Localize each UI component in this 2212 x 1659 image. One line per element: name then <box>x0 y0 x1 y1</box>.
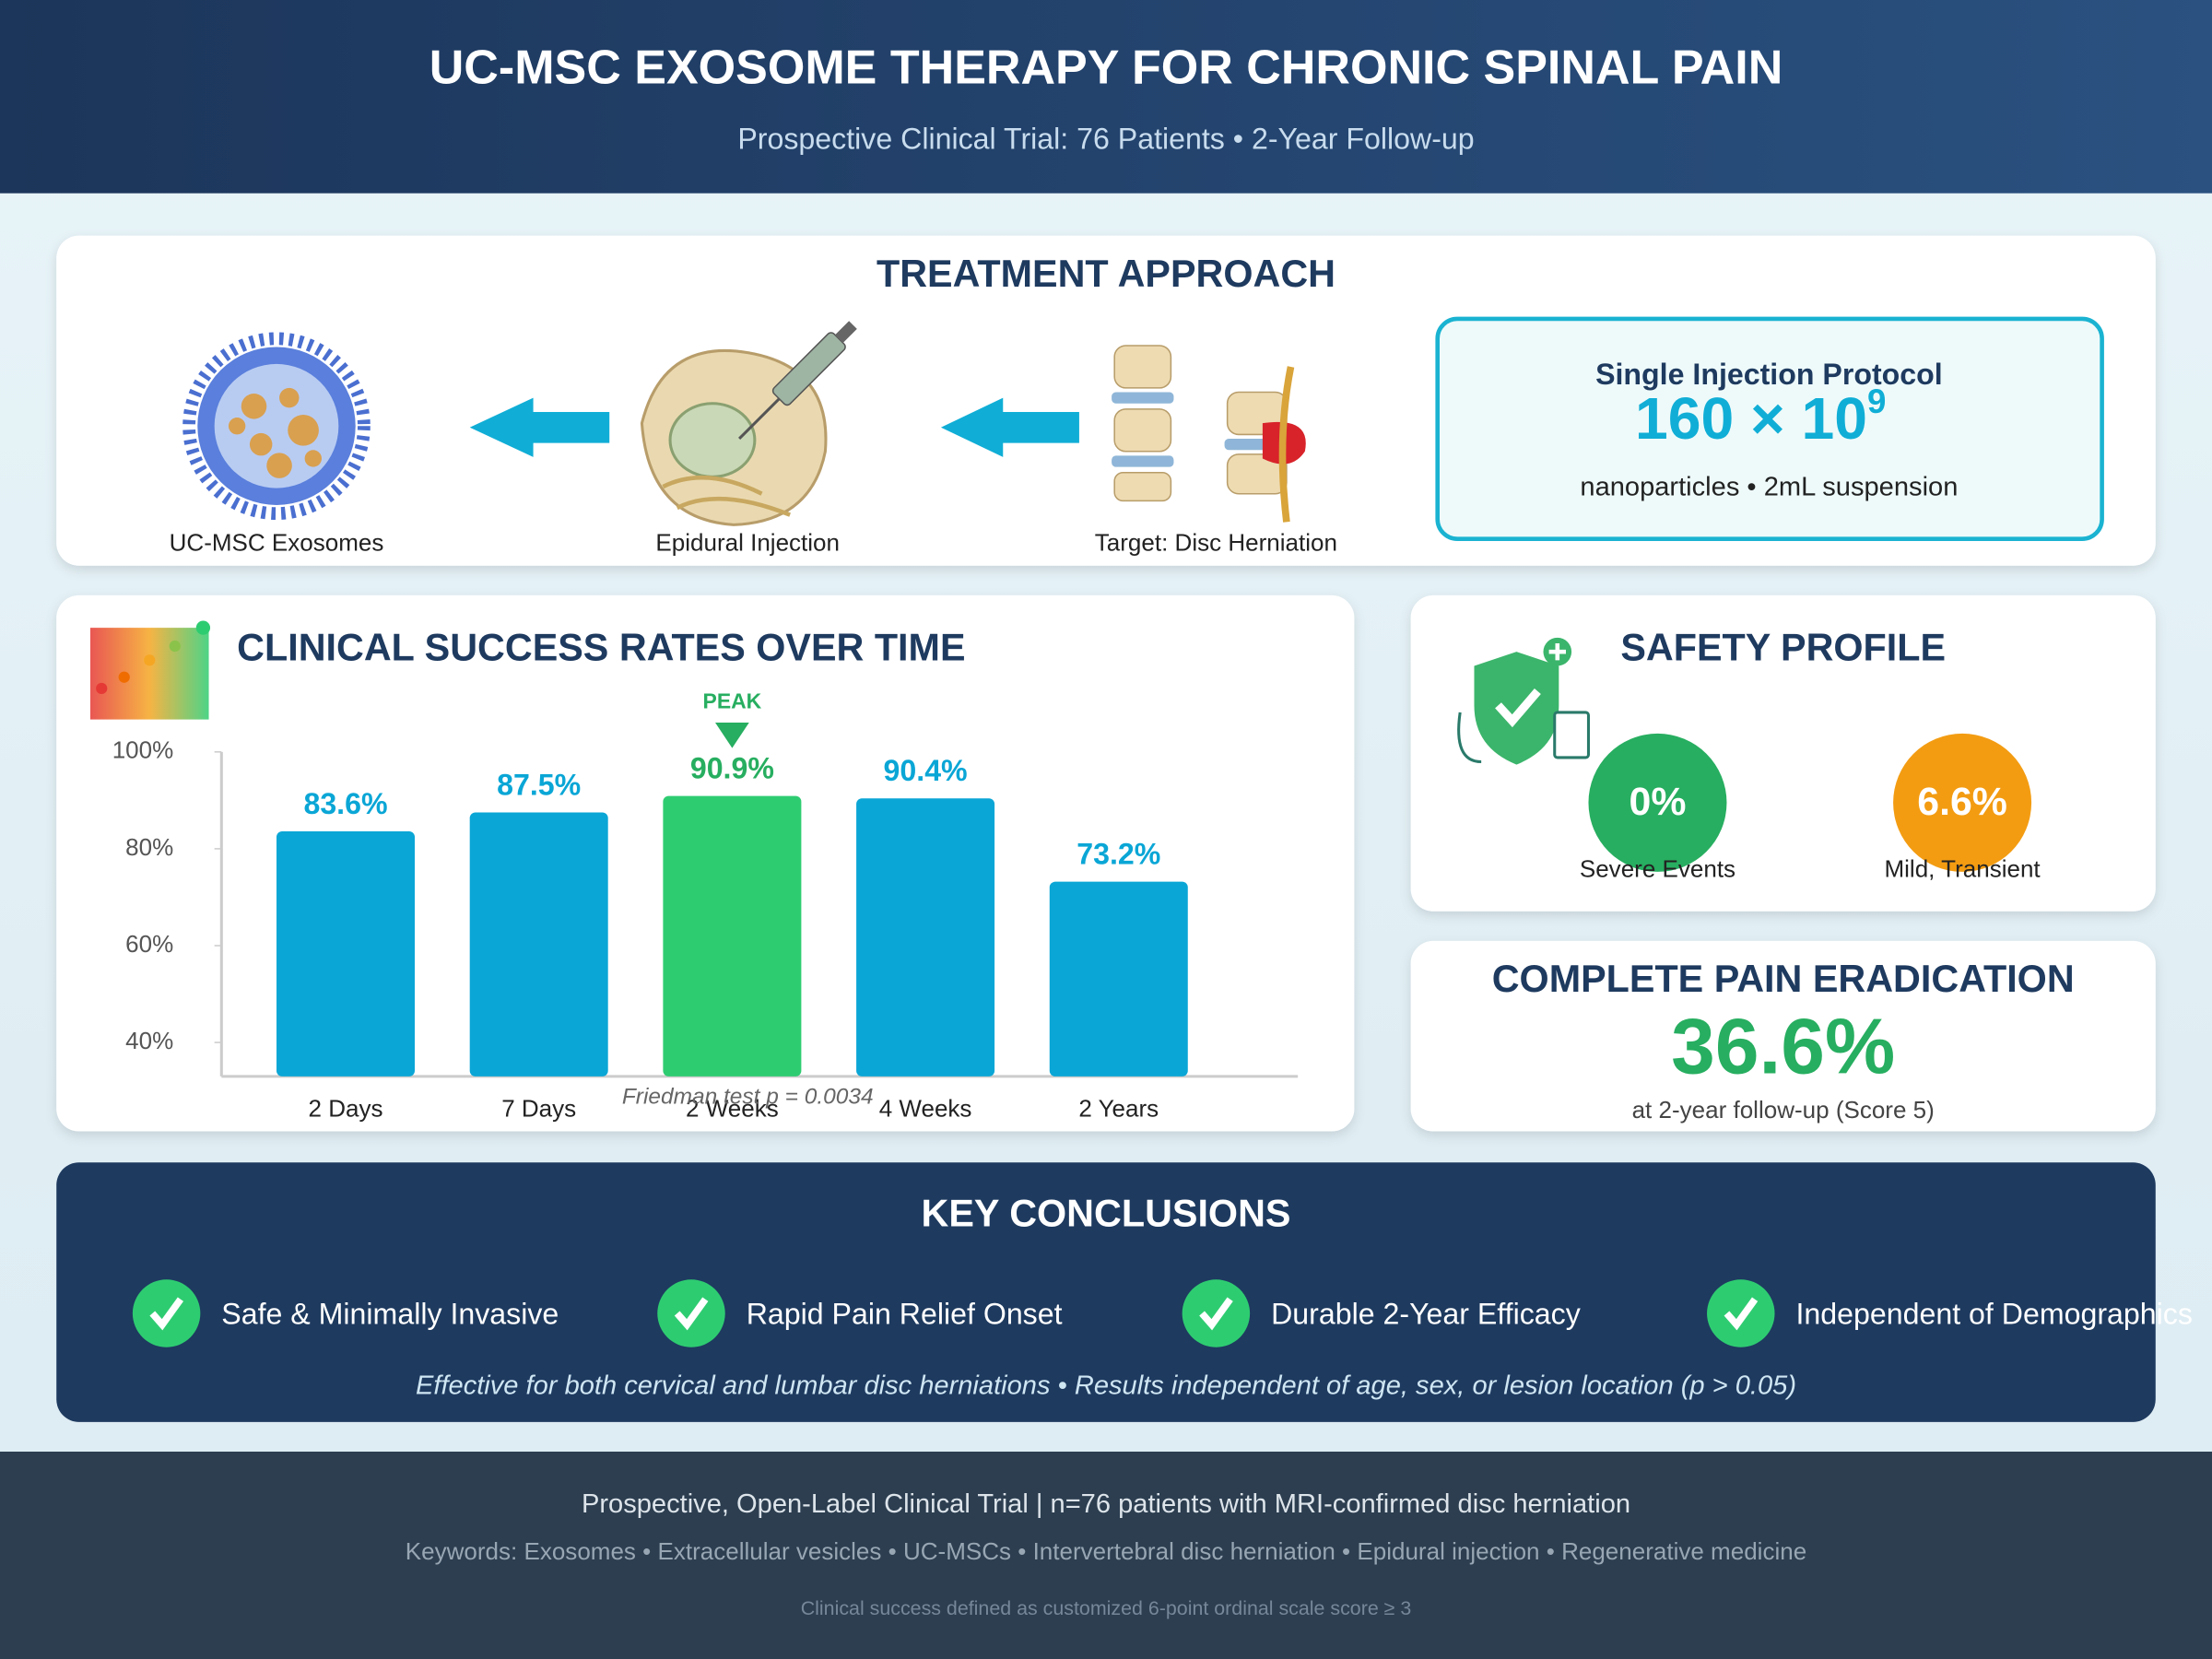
bar <box>469 812 608 1077</box>
peak-marker <box>715 723 749 748</box>
footer-keywords: Keywords: Exosomes • Extracellular vesic… <box>406 1537 1806 1565</box>
dose-exponent: 9 <box>1867 382 1886 419</box>
conclusions-note: Effective for both cervical and lumbar d… <box>416 1371 1796 1400</box>
bar <box>856 798 995 1077</box>
dose-base: 160 × 10 <box>1635 385 1867 452</box>
protocol-detail: nanoparticles • 2mL suspension <box>1580 472 1958 501</box>
subtitle: Prospective Clinical Trial: 76 Patients … <box>737 123 1474 156</box>
y-tick-label: 60% <box>125 930 173 958</box>
eradication-panel <box>1410 940 2156 1132</box>
metric-value: 0% <box>1630 780 1687 824</box>
metric-label: Severe Events <box>1580 854 1735 882</box>
injection-icon <box>640 321 857 526</box>
metric-circle <box>1893 733 2032 872</box>
chart-icon <box>89 620 211 720</box>
spine-icon <box>1112 345 1306 523</box>
value-label: 83.6% <box>303 787 387 820</box>
section-title: COMPLETE PAIN ERADICATION <box>1492 958 2075 1000</box>
conclusions-panel <box>56 1162 2156 1422</box>
bar <box>1049 881 1188 1077</box>
step-label: Target: Disc Herniation <box>1095 529 1337 557</box>
footer <box>0 1452 2212 1659</box>
peak-label: PEAK <box>703 689 762 713</box>
metric-label: Mild, Transient <box>1884 854 2041 882</box>
step-label: UC-MSC Exosomes <box>170 529 384 557</box>
conclusion-item: Durable 2-Year Efficacy <box>1271 1298 1581 1331</box>
eradication-detail: at 2-year follow-up (Score 5) <box>1632 1096 1935 1124</box>
footer-design: Prospective, Open-Label Clinical Trial |… <box>582 1489 1630 1519</box>
conclusion-item: Independent of Demographics <box>1795 1298 2192 1331</box>
exosome-icon <box>182 332 371 521</box>
section-title: KEY CONCLUSIONS <box>922 1192 1291 1234</box>
eradication-value: 36.6% <box>1671 1002 1895 1090</box>
bar <box>276 830 415 1077</box>
title: UC-MSC EXOSOME THERAPY FOR CHRONIC SPINA… <box>429 41 1783 94</box>
arrow <box>469 397 610 457</box>
section-title: SAFETY PROFILE <box>1620 627 1946 669</box>
protocol-box <box>1435 316 2104 541</box>
footer-definition: Clinical success defined as customized 6… <box>801 1597 1412 1619</box>
value-label: 90.9% <box>690 752 774 785</box>
step-label: Epidural Injection <box>655 529 840 557</box>
x-tick-label: 2 Weeks <box>686 1094 779 1122</box>
y-tick-label: 80% <box>125 833 173 861</box>
value-label: 73.2% <box>1077 838 1160 871</box>
x-tick-label: 2 Years <box>1078 1094 1159 1122</box>
header <box>0 0 2212 194</box>
metric-circle <box>1588 733 1727 872</box>
dose: 160 × 109 <box>1635 382 1886 452</box>
check-mark <box>1199 1297 1233 1331</box>
value-label: 87.5% <box>497 768 581 801</box>
chart-note: Friedman test p = 0.0034 <box>622 1084 874 1109</box>
value-label: 90.4% <box>884 754 968 787</box>
metric-value: 6.6% <box>1917 780 2007 824</box>
x-tick-label: 7 Days <box>501 1094 576 1122</box>
shield-icon <box>1457 637 1590 765</box>
protocol-title: Single Injection Protocol <box>1595 358 1943 391</box>
y-tick-label: 40% <box>125 1027 173 1054</box>
conclusion-item: Rapid Pain Relief Onset <box>747 1298 1063 1331</box>
x-tick-label: 4 Weeks <box>879 1094 972 1122</box>
bar <box>663 795 802 1077</box>
y-tick-label: 100% <box>112 736 174 764</box>
conclusion-item: Safe & Minimally Invasive <box>221 1298 559 1331</box>
x-tick-label: 2 Days <box>309 1094 383 1122</box>
arrow <box>940 397 1079 457</box>
chart-title: CLINICAL SUCCESS RATES OVER TIME <box>237 627 965 669</box>
check-mark <box>1724 1297 1759 1331</box>
check-mark <box>149 1297 184 1331</box>
section-title: TREATMENT APPROACH <box>877 253 1335 295</box>
check-mark <box>674 1297 709 1331</box>
